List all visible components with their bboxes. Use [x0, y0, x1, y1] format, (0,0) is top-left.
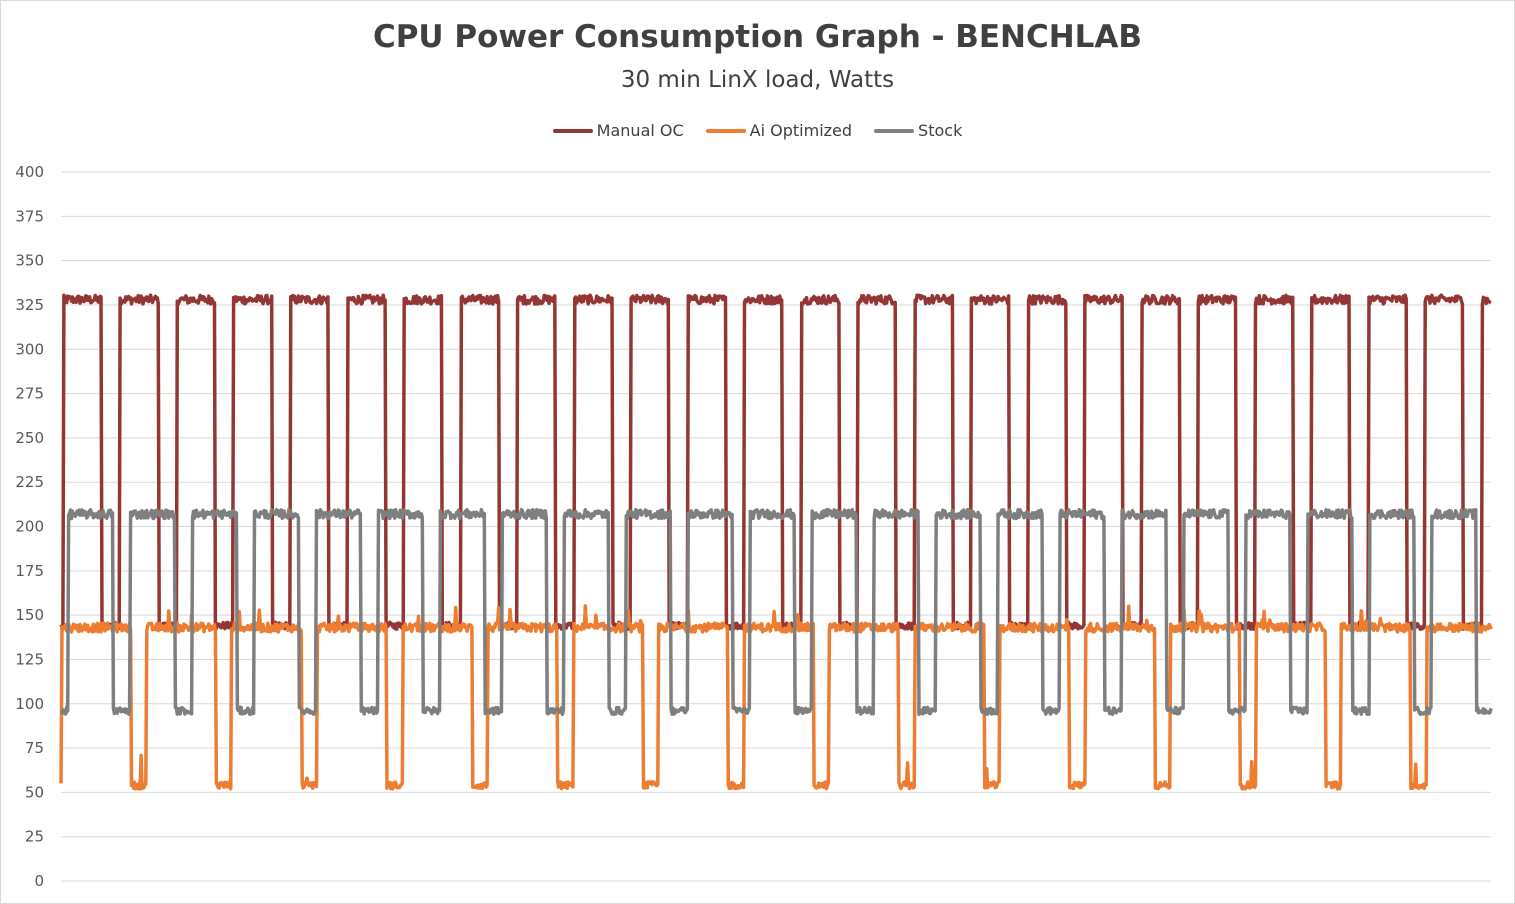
y-tick-label: 75 [25, 739, 44, 757]
series-line-manual-oc [59, 293, 1492, 632]
y-tick-label: 375 [15, 207, 44, 225]
y-tick-label: 100 [15, 695, 44, 713]
y-tick-label: 25 [25, 828, 44, 846]
legend-swatch-ai-optimized [705, 128, 746, 133]
chart-subtitle: 30 min LinX load, Watts [620, 67, 895, 93]
y-tick-label: 175 [15, 562, 44, 580]
chart-legend: Manual OC Ai Optimized Stock [1, 121, 1514, 140]
y-tick-label: 325 [15, 296, 44, 314]
y-tick-label: 400 [15, 163, 44, 181]
series-layer [59, 293, 1493, 791]
y-tick-label: 275 [15, 385, 44, 403]
y-tick-label: 250 [15, 429, 44, 447]
legend-swatch-stock [874, 128, 915, 133]
legend-item-manual-oc: Manual OC [552, 121, 684, 140]
legend-item-stock: Stock [874, 121, 962, 140]
y-tick-label: 225 [15, 473, 44, 491]
legend-label-ai-optimized: Ai Optimized [749, 121, 853, 140]
y-tick-label: 50 [25, 783, 44, 801]
y-tick-label: 125 [15, 650, 44, 668]
legend-label-stock: Stock [918, 121, 963, 140]
y-tick-label: 300 [15, 340, 44, 358]
legend-item-ai-optimized: Ai Optimized [705, 121, 853, 140]
series-line-ai-optimized [59, 604, 1493, 791]
y-tick-label: 200 [15, 518, 44, 536]
legend-swatch-manual-oc [552, 128, 593, 133]
y-tick-label: 150 [15, 606, 44, 624]
y-tick-label: 0 [34, 872, 44, 890]
chart-title: CPU Power Consumption Graph - BENCHLAB [372, 19, 1143, 55]
grid-layer: 0 25 50 75 100 125 150 175 200 225 250 275 300 325 350… [15, 163, 1491, 890]
legend-label-manual-oc: Manual OC [596, 121, 684, 140]
y-tick-label: 350 [15, 252, 44, 270]
series-line-stock [59, 507, 1493, 717]
